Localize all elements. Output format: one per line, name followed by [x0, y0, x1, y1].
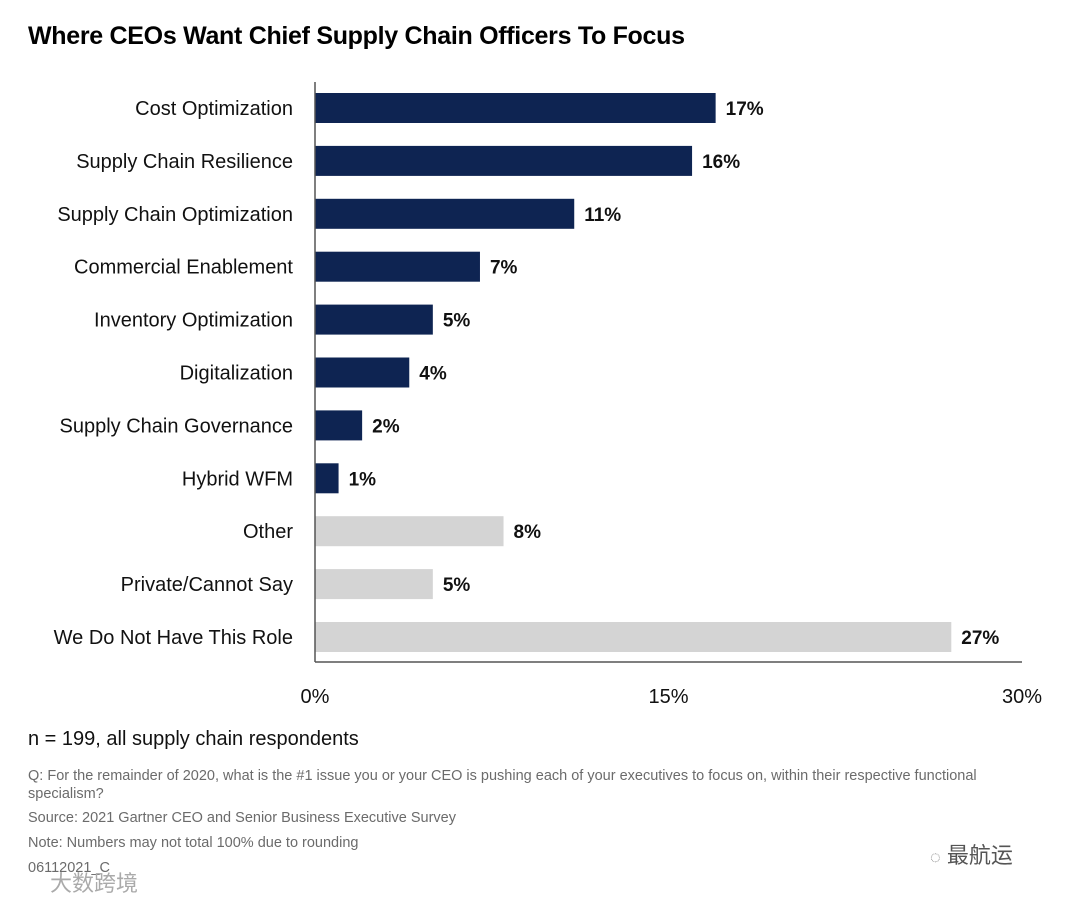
data-label: 11%	[584, 205, 621, 226]
category-label: Private/Cannot Say	[121, 574, 293, 596]
data-label: 5%	[443, 575, 471, 596]
data-label: 17%	[726, 99, 764, 120]
wechat-icon: ◌	[930, 847, 941, 867]
category-label: Supply Chain Governance	[60, 415, 293, 437]
category-label: Other	[243, 521, 293, 543]
data-label: 4%	[419, 364, 447, 385]
data-label: 1%	[349, 469, 377, 490]
rounding-note: Note: Numbers may not total 100% due to …	[28, 835, 359, 851]
question-note: Q: For the remainder of 2020, what is th…	[28, 768, 977, 802]
bar	[315, 622, 952, 652]
watermark-left: 大数跨境	[50, 871, 139, 896]
category-label: Hybrid WFM	[182, 468, 293, 490]
bar	[315, 516, 504, 547]
category-label: Cost Optimization	[135, 98, 293, 120]
x-tick-label: 15%	[648, 686, 688, 708]
category-label: Supply Chain Resilience	[76, 151, 293, 173]
category-label: Supply Chain Optimization	[57, 204, 293, 226]
bar	[315, 410, 363, 441]
watermark-right-text: 最航运	[946, 843, 1013, 868]
sample-size-note: n = 199, all supply chain respondents	[28, 728, 359, 750]
watermark-right: ◌ 最航运	[930, 838, 1013, 870]
data-label: 8%	[514, 522, 542, 543]
category-label: Digitalization	[180, 363, 293, 385]
category-label: Commercial Enablement	[74, 257, 293, 279]
bar	[315, 304, 433, 335]
chart-code: 06112021_C	[28, 860, 110, 876]
x-tick-label: 30%	[1002, 686, 1042, 708]
source-note: Source: 2021 Gartner CEO and Senior Busi…	[28, 810, 456, 826]
x-tick-label: 0%	[301, 686, 330, 708]
bar	[315, 198, 575, 229]
bar	[315, 93, 716, 123]
data-label: 7%	[490, 258, 518, 279]
data-label: 2%	[372, 416, 400, 437]
bar	[315, 251, 480, 282]
bar-chart: Cost Optimization 17% Supply Chain Resilie…	[54, 82, 1042, 708]
chart-title: Where CEOs Want Chief Supply Chain Offic…	[28, 22, 685, 50]
bar	[315, 569, 433, 600]
bar	[315, 357, 410, 388]
category-label: Inventory Optimization	[94, 310, 293, 332]
bar	[315, 463, 339, 494]
bar	[315, 145, 693, 176]
data-label: 5%	[443, 311, 471, 332]
data-label: 27%	[961, 628, 999, 649]
category-label: We Do Not Have This Role	[54, 627, 293, 649]
data-label: 16%	[702, 152, 740, 173]
